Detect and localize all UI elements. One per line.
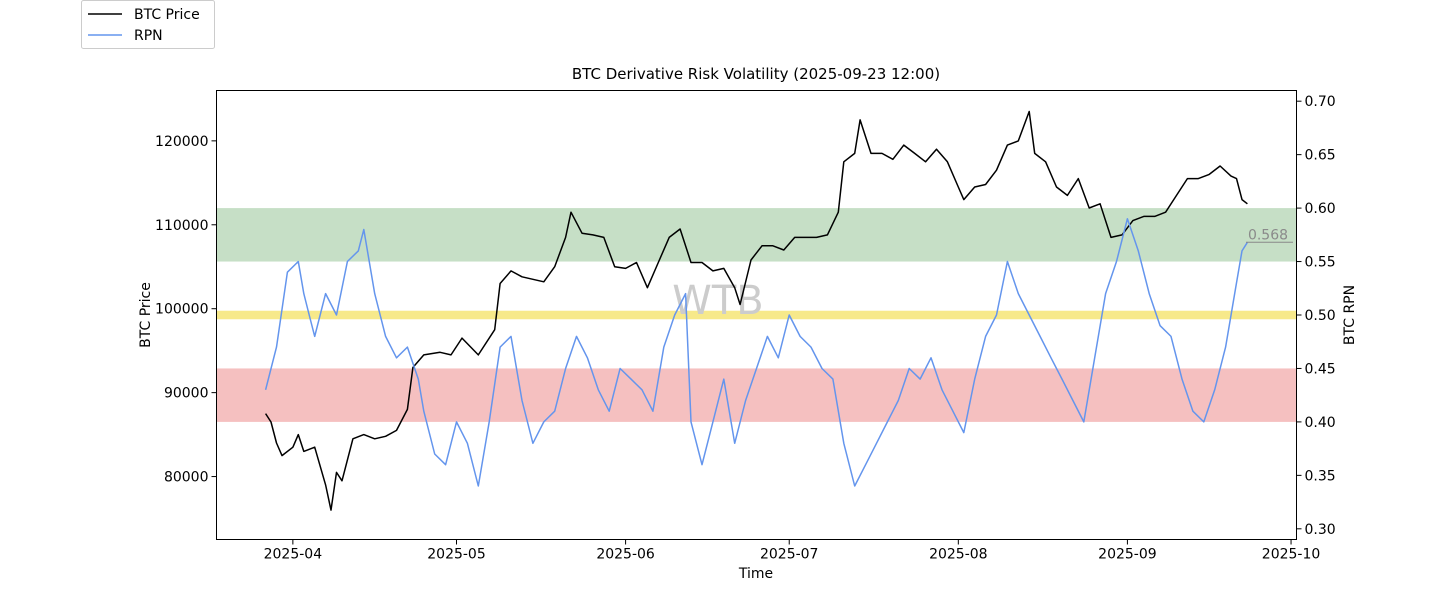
y-right-tick-label-0.5: 0.50: [1305, 308, 1336, 324]
x-tick-label-2025-05: 2025-05: [427, 547, 486, 563]
rpn-band-2: [216, 368, 1297, 422]
y-right-axis-label: BTC RPN: [1342, 285, 1358, 345]
x-axis-ticks: 2025-04 2025-05 2025-06 2025-07 2025-08 2025-…: [264, 539, 1321, 563]
legend-label-btc-price: BTC Price: [134, 7, 200, 23]
watermark: WTB: [672, 278, 763, 324]
chart-title: BTC Derivative Risk Volatility (2025-09-…: [572, 65, 940, 83]
legend: BTC Price RPN: [81, 0, 215, 49]
y-right-tick-label-0.4: 0.40: [1305, 415, 1336, 431]
current-rpn-label: 0.568: [1248, 227, 1288, 243]
series-line-rpn: [264, 218, 1249, 487]
y-right-tick-label-0.45: 0.45: [1305, 361, 1336, 377]
y-right-tick-label-0.65: 0.65: [1305, 148, 1336, 164]
y-left-axis-label: BTC Price: [138, 282, 154, 348]
series-layer: [264, 110, 1249, 511]
y-left-tick-label-110000: 110000: [155, 218, 208, 234]
current-rpn-marker: 0.568: [1246, 227, 1293, 243]
y-left-axis-ticks: 80000 90000 100000 110000 120000: [155, 134, 217, 486]
y-left-tick-label-100000: 100000: [155, 302, 208, 318]
x-tick-label-2025-07: 2025-07: [760, 547, 819, 563]
y-right-tick-label-0.55: 0.55: [1305, 255, 1336, 271]
x-tick-label-2025-04: 2025-04: [264, 547, 323, 563]
y-right-tick-label-0.35: 0.35: [1305, 468, 1336, 484]
y-right-axis-ticks: 0.30 0.35 0.40 0.45 0.50 0.55 0.60 0.65 0.70: [1296, 94, 1336, 538]
x-axis-label: Time: [738, 566, 773, 582]
x-tick-label-2025-06: 2025-06: [596, 547, 655, 563]
rpn-bands: [216, 208, 1297, 422]
legend-box: [81, 0, 215, 49]
x-tick-label-2025-08: 2025-08: [929, 547, 988, 563]
y-left-tick-label-120000: 120000: [155, 134, 208, 150]
legend-label-rpn: RPN: [134, 28, 163, 44]
y-right-tick-label-0.7: 0.70: [1305, 94, 1336, 110]
y-left-tick-label-80000: 80000: [164, 470, 209, 486]
y-right-tick-label-0.3: 0.30: [1305, 522, 1336, 538]
x-tick-label-2025-10: 2025-10: [1262, 547, 1321, 563]
y-left-tick-label-90000: 90000: [164, 386, 209, 402]
x-tick-label-2025-09: 2025-09: [1098, 547, 1157, 563]
y-right-tick-label-0.6: 0.60: [1305, 201, 1336, 217]
series-line-btc-price: [264, 110, 1248, 511]
rpn-band-1: [216, 310, 1297, 320]
